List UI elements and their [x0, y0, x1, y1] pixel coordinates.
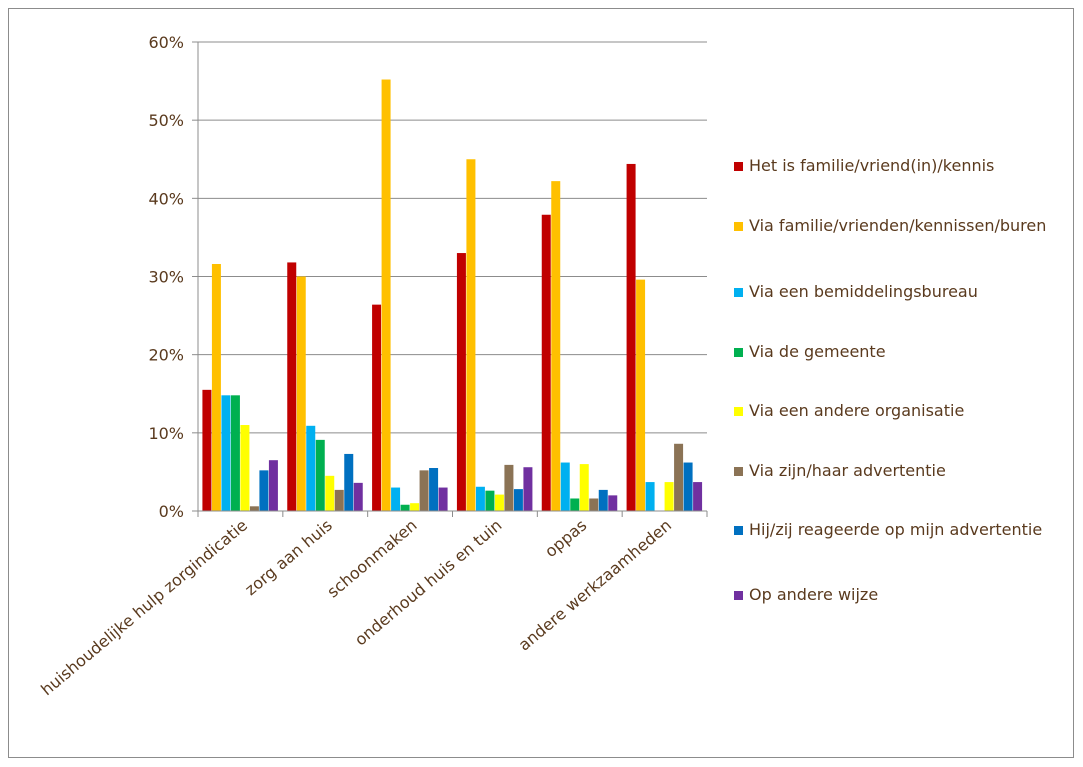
legend-swatch	[734, 222, 743, 231]
legend-item: Het is familie/vriend(in)/kennis	[734, 156, 1069, 176]
bar	[504, 464, 514, 511]
x-category-label: oppas	[541, 516, 590, 562]
bar	[221, 395, 231, 511]
bar	[560, 462, 570, 511]
bar	[513, 489, 523, 511]
bar	[344, 453, 354, 511]
y-tick-label: 10%	[148, 424, 184, 443]
x-category-label: andere werkzaamheden	[515, 516, 676, 655]
legend-item: Hij/zij reageerde op mijn advertentie	[734, 520, 1069, 540]
legend-swatch	[734, 407, 743, 416]
bar	[372, 304, 382, 511]
legend-label: Via een bemiddelingsbureau	[749, 282, 978, 301]
bar	[230, 395, 240, 511]
legend-swatch	[734, 526, 743, 535]
bar	[268, 460, 278, 511]
bar	[494, 494, 504, 511]
y-tick-label: 40%	[148, 189, 184, 208]
y-tick-label: 20%	[148, 346, 184, 365]
bar	[325, 475, 335, 511]
bar	[664, 482, 674, 511]
bar	[353, 482, 363, 511]
legend-label: Hij/zij reageerde op mijn advertentie	[749, 520, 1043, 539]
bar	[334, 489, 344, 511]
bar	[249, 506, 259, 511]
bar	[466, 159, 476, 511]
legend-swatch	[734, 288, 743, 297]
bar	[202, 389, 212, 511]
y-tick-label: 50%	[148, 111, 184, 130]
bar	[429, 468, 439, 511]
bar	[645, 482, 655, 511]
bar	[410, 503, 420, 511]
y-tick-label: 60%	[148, 33, 184, 52]
bar	[570, 498, 580, 511]
bar	[674, 443, 684, 511]
bar-chart: 0% 10% 20% 30% 40% 50% 60% huishoudelijke hulp …	[37, 33, 708, 700]
bar	[485, 490, 495, 511]
legend-item: Via een andere organisatie	[734, 401, 1069, 421]
bar	[523, 467, 533, 511]
x-category-label: onderhoud huis en tuin	[351, 516, 506, 650]
legend-label: Via een andere organisatie	[749, 401, 965, 420]
bar	[381, 79, 391, 512]
bar	[636, 279, 646, 511]
chart-frame	[8, 8, 1074, 758]
bar	[438, 487, 448, 511]
legend-swatch	[734, 591, 743, 600]
legend-item: Via een bemiddelingsbureau	[734, 282, 1069, 302]
bar	[589, 498, 599, 511]
bar	[400, 504, 410, 511]
y-tick-label: 0%	[159, 502, 184, 521]
bar	[287, 262, 297, 511]
bar	[296, 276, 306, 511]
bar	[579, 464, 589, 511]
bar	[475, 486, 485, 511]
legend-swatch	[734, 162, 743, 171]
bar	[626, 163, 636, 511]
bar	[419, 470, 429, 511]
legend-swatch	[734, 467, 743, 476]
x-category-label: zorg aan huis	[241, 516, 336, 600]
bar	[683, 462, 693, 511]
bar	[306, 425, 316, 511]
legend-label: Het is familie/vriend(in)/kennis	[749, 156, 995, 175]
legend-label: Via de gemeente	[749, 342, 886, 361]
legend-item: Via zijn/haar advertentie	[734, 461, 1069, 481]
bar	[259, 470, 269, 511]
legend-label: Op andere wijze	[749, 585, 879, 604]
legend-swatch	[734, 348, 743, 357]
legend-label: Via familie/vrienden/kennissen/buren	[749, 216, 1047, 235]
legend-item: Via familie/vrienden/kennissen/buren	[734, 216, 1069, 236]
bar	[693, 482, 703, 511]
bar	[240, 425, 250, 511]
x-category-label: huishoudelijke hulp zorgindicatie	[37, 516, 251, 700]
bar	[598, 489, 608, 511]
y-tick-label: 30%	[148, 268, 184, 287]
legend-item: Via de gemeente	[734, 342, 1069, 362]
legend-item: Op andere wijze	[734, 585, 1069, 605]
bar	[315, 439, 325, 511]
legend-label: Via zijn/haar advertentie	[749, 461, 946, 480]
bar	[456, 253, 466, 512]
bar	[541, 214, 551, 511]
bar	[391, 487, 401, 511]
bar	[551, 181, 561, 512]
chart-legend: Het is familie/vriend(in)/kennis Via fami…	[734, 0, 1074, 767]
bar	[608, 495, 618, 511]
bar	[211, 263, 221, 511]
